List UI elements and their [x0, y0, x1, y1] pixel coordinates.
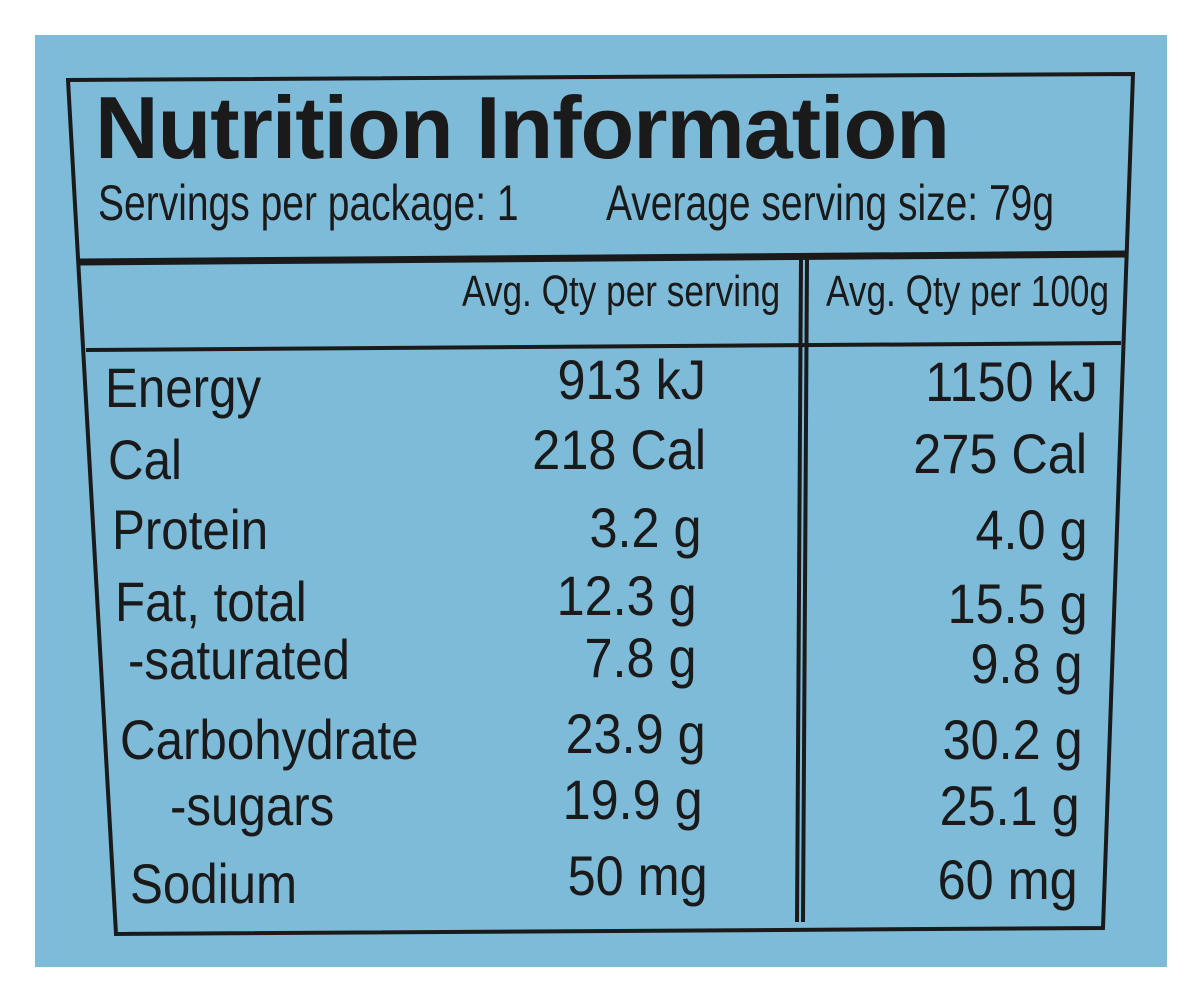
- per-100g-cal: 275 Cal: [913, 422, 1087, 485]
- row-label-cal: Cal: [108, 428, 182, 491]
- per-serving-cal: 218 Cal: [532, 418, 706, 481]
- per-serving-energy: 913 kJ: [557, 348, 707, 411]
- per-serving-fat-total: 12.3 g: [556, 564, 697, 627]
- per-serving-protein: 3.2 g: [589, 496, 702, 559]
- row-label-sodium: Sodium: [130, 852, 298, 915]
- row-label-protein: Protein: [112, 498, 269, 561]
- header-divider: [79, 250, 1127, 266]
- per-100g-fat-total: 15.5 g: [947, 572, 1088, 635]
- per-100g-protein: 4.0 g: [975, 498, 1088, 561]
- row-label-carbohydrate: Carbohydrate: [120, 708, 419, 771]
- column-divider-right: [801, 257, 809, 923]
- column-divider-left: [795, 257, 803, 923]
- row-label-fat-total: Fat, total: [115, 570, 307, 633]
- outer-border: [65, 71, 1136, 937]
- per-serving-saturated: 7.8 g: [584, 626, 697, 689]
- per-serving-carbohydrate: 23.9 g: [565, 702, 706, 765]
- per-serving-sodium: 50 mg: [567, 844, 708, 907]
- page-title: Nutrition Information: [95, 78, 950, 177]
- row-label-sugars: -sugars: [170, 774, 335, 837]
- row-label-energy: Energy: [105, 356, 262, 419]
- servings-per-package: Servings per package: 1: [98, 175, 519, 231]
- per-100g-sugars: 25.1 g: [939, 774, 1080, 837]
- average-serving-size: Average serving size: 79g: [606, 175, 1055, 231]
- column-heading-divider: [85, 341, 1122, 352]
- column-heading-per-100g: Avg. Qty per 100g: [826, 267, 1110, 316]
- per-100g-carbohydrate: 30.2 g: [942, 708, 1083, 771]
- row-label-saturated: -saturated: [128, 628, 350, 691]
- nutrition-panel-background: [35, 35, 1167, 967]
- per-100g-sodium: 60 mg: [937, 848, 1078, 911]
- per-serving-sugars: 19.9 g: [562, 768, 703, 831]
- per-100g-energy: 1150 kJ: [925, 350, 1098, 413]
- column-heading-per-serving: Avg. Qty per serving: [462, 267, 781, 316]
- per-100g-saturated: 9.8 g: [970, 632, 1083, 695]
